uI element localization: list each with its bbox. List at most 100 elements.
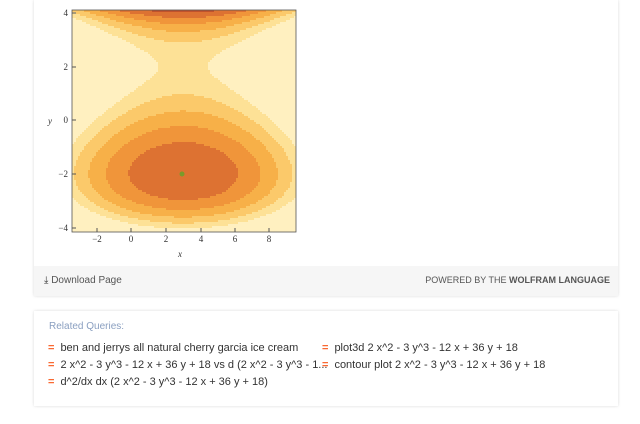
contour-band — [72, 176, 74, 179]
contour-band — [204, 96, 242, 99]
contour-band — [250, 152, 270, 155]
contour-band — [246, 194, 268, 197]
query-text[interactable]: d^2/dx dx (2 x^2 - 3 y^3 - 12 x + 36 y +… — [60, 376, 268, 388]
related-query[interactable]: = 2 x^2 - 3 y^3 - 12 x + 36 y + 18 vs d (… — [48, 359, 327, 371]
contour-band — [90, 166, 108, 169]
query-text[interactable]: contour plot 2 x^2 - 3 y^3 - 12 x + 36 y… — [334, 359, 546, 371]
contour-band — [96, 154, 114, 157]
contour-band — [216, 28, 246, 31]
contour-band — [134, 18, 232, 21]
contour-band — [88, 176, 106, 179]
contour-band — [72, 74, 154, 77]
contour-band — [144, 50, 222, 53]
contour-band — [76, 164, 90, 167]
contour-band — [236, 12, 258, 15]
contour-band — [282, 10, 296, 13]
contour-band — [284, 148, 296, 151]
contour-band — [150, 100, 216, 103]
download-link[interactable]: ⤓ Download Page — [44, 275, 122, 286]
contour-band — [192, 216, 238, 219]
contour-band — [72, 70, 158, 73]
contour-band — [262, 198, 278, 201]
related-query[interactable]: = ben and jerrys all natural cherry garci… — [48, 342, 298, 354]
download-text[interactable]: Download Page — [51, 275, 122, 286]
contour-band — [110, 18, 134, 21]
contour-band — [154, 74, 212, 77]
query-text[interactable]: 2 x^2 - 3 y^3 - 12 x + 36 y + 18 vs d (2… — [60, 359, 328, 371]
contour-band — [72, 226, 154, 229]
contour-band — [214, 10, 246, 13]
contour-band — [72, 196, 86, 199]
contour-band — [92, 122, 110, 125]
contour-band — [72, 212, 96, 215]
contour-band — [132, 32, 234, 35]
contour-band — [236, 178, 260, 181]
related-query[interactable]: = plot3d 2 x^2 - 3 y^3 - 12 x + 36 y + 18 — [322, 342, 518, 354]
contour-band — [134, 44, 234, 47]
contour-band — [90, 140, 108, 143]
contour-band — [72, 160, 76, 163]
contour-band — [170, 126, 198, 129]
contour-band — [76, 180, 90, 183]
contour-band — [214, 206, 246, 209]
contour-band — [292, 142, 296, 145]
contour-band — [268, 194, 284, 197]
contour-band — [258, 210, 276, 213]
contour-band — [98, 150, 118, 153]
related-query[interactable]: = d^2/dx dx (2 x^2 - 3 y^3 - 12 x + 36 y … — [48, 376, 268, 388]
contour-band — [234, 162, 258, 165]
contour-band — [72, 188, 78, 191]
contour-band — [130, 180, 236, 183]
query-text[interactable]: ben and jerrys all natural cherry garcia… — [60, 342, 299, 354]
contour-band — [286, 190, 296, 193]
contour-band — [240, 142, 262, 145]
contour-band — [234, 90, 296, 93]
contour-band — [118, 150, 146, 153]
contour-band — [278, 172, 292, 175]
contour-band — [212, 114, 244, 117]
contour-band — [104, 16, 124, 19]
contour-band — [108, 164, 132, 167]
contour-band — [258, 24, 276, 27]
contour-band — [270, 118, 296, 121]
contour-band — [158, 196, 210, 199]
contour-band — [94, 202, 112, 205]
contour-band — [72, 142, 74, 145]
contour-band — [88, 142, 106, 145]
contour-band — [172, 94, 194, 97]
contour-band — [286, 154, 296, 157]
contour-band — [100, 194, 120, 197]
contour-band — [288, 158, 296, 161]
contour-band — [166, 208, 200, 211]
contour-band — [214, 76, 296, 79]
contour-band — [210, 70, 296, 73]
contour-band — [246, 214, 266, 217]
query-text[interactable]: plot3d 2 x^2 - 3 y^3 - 12 x + 36 y + 18 — [334, 342, 518, 354]
contour-band — [72, 118, 96, 121]
contour-band — [108, 182, 132, 185]
contour-band — [282, 130, 296, 133]
contour-band — [104, 208, 126, 211]
contour-band — [146, 192, 222, 195]
related-query[interactable]: = contour plot 2 x^2 - 3 y^3 - 12 x + 36 … — [322, 359, 545, 371]
contour-band — [214, 214, 246, 217]
contour-band — [260, 178, 278, 181]
contour-band — [246, 130, 266, 133]
contour-band — [78, 186, 92, 189]
contour-band — [140, 48, 226, 51]
contour-band — [238, 168, 260, 171]
contour-band — [72, 144, 86, 147]
contour-band — [78, 158, 92, 161]
contour-band — [72, 60, 156, 63]
contour-band — [222, 102, 250, 105]
contour-band — [234, 210, 258, 213]
contour-band — [106, 216, 128, 219]
contour-band — [72, 62, 158, 65]
contour-band — [112, 218, 138, 221]
contour-band — [158, 68, 208, 71]
contour-band — [290, 184, 296, 187]
contour-band — [158, 128, 208, 131]
contour-band — [130, 124, 236, 127]
contour-band — [290, 162, 296, 165]
contour-band — [250, 118, 270, 121]
